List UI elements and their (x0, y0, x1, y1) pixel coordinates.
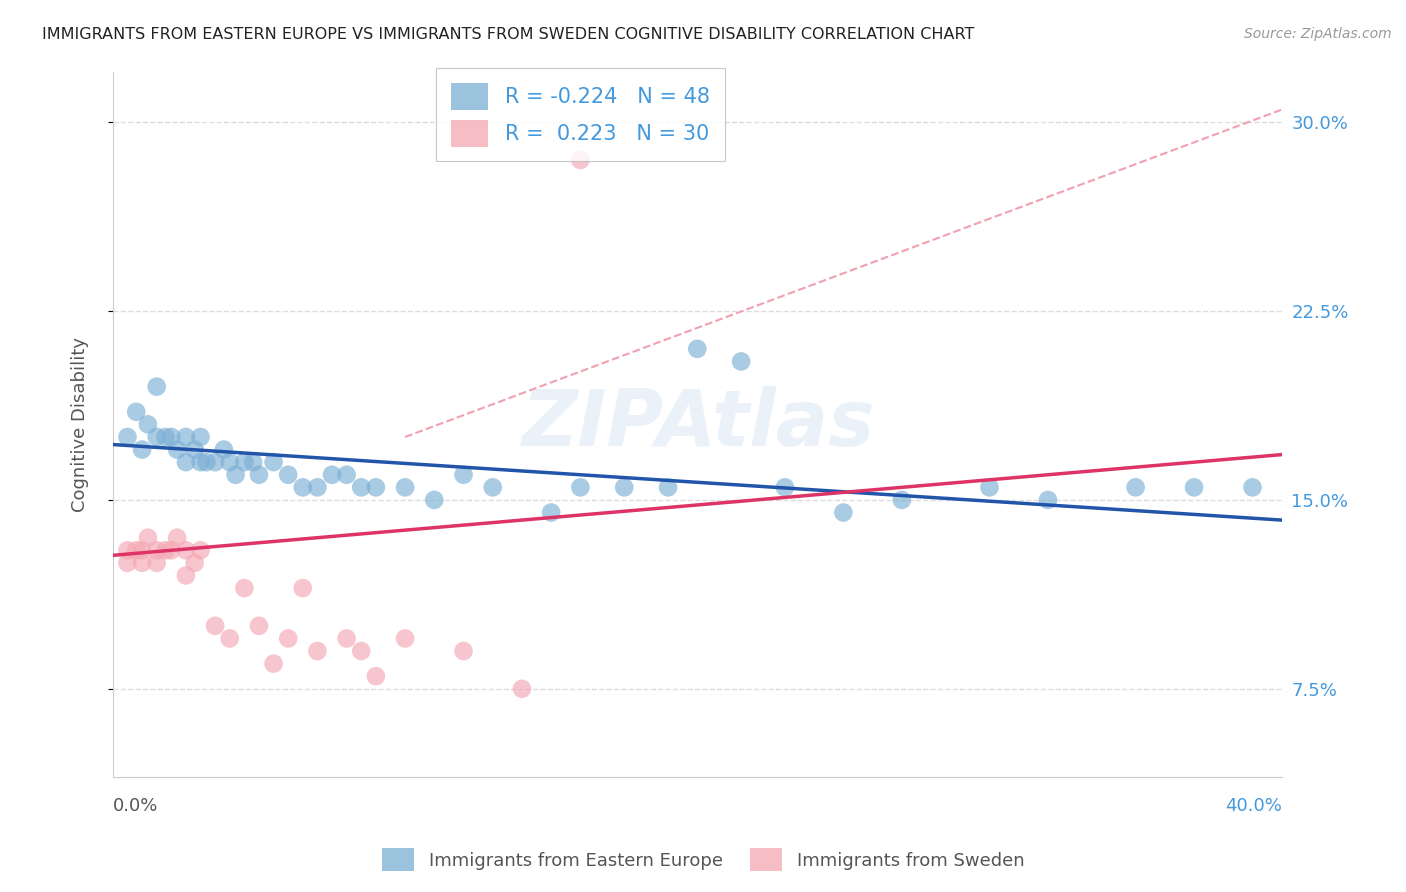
Point (117, 430, 139, 444)
Point (657, 480, 679, 494)
Point (136, 531, 159, 545)
Point (155, 430, 177, 444)
Point (166, 531, 188, 545)
Point (212, 442, 235, 457)
Point (136, 417, 159, 432)
Point (145, 543, 167, 558)
Point (1036, 492, 1059, 507)
Point (233, 455, 256, 469)
Point (204, 455, 226, 469)
Point (394, 632, 416, 646)
Point (307, 480, 329, 494)
Point (218, 632, 240, 646)
Point (1182, 480, 1205, 494)
Point (336, 632, 359, 646)
Point (1125, 480, 1147, 494)
Legend: Immigrants from Eastern Europe, Immigrants from Sweden: Immigrants from Eastern Europe, Immigran… (374, 841, 1032, 879)
Point (321, 467, 343, 482)
Point (247, 467, 270, 482)
Point (569, 153, 592, 167)
Point (832, 506, 855, 520)
Point (117, 556, 139, 570)
Point (730, 354, 752, 368)
Point (183, 556, 205, 570)
Point (145, 556, 167, 570)
Point (190, 430, 212, 444)
Point (242, 455, 264, 469)
Point (453, 467, 475, 482)
Point (131, 556, 153, 570)
Point (277, 632, 299, 646)
Point (394, 480, 416, 494)
Point (453, 644, 475, 658)
Text: IMMIGRANTS FROM EASTERN EUROPE VS IMMIGRANTS FROM SWEDEN COGNITIVE DISABILITY CO: IMMIGRANTS FROM EASTERN EUROPE VS IMMIGR… (42, 27, 974, 42)
Point (233, 581, 256, 595)
Point (174, 430, 197, 444)
Point (247, 619, 270, 633)
Point (117, 543, 139, 558)
Point (190, 455, 212, 469)
Point (195, 455, 218, 469)
Point (160, 430, 183, 444)
Point (174, 455, 197, 469)
Point (131, 442, 153, 457)
Point (307, 644, 329, 658)
Point (350, 480, 373, 494)
Point (155, 543, 177, 558)
Y-axis label: Cognitive Disability: Cognitive Disability (72, 337, 89, 512)
Point (686, 342, 709, 356)
Point (166, 442, 188, 457)
Point (364, 480, 387, 494)
Point (174, 568, 197, 582)
Point (1241, 480, 1264, 494)
Point (125, 405, 148, 419)
Point (131, 543, 153, 558)
Point (291, 581, 314, 595)
Point (145, 379, 167, 393)
Point (890, 492, 912, 507)
Point (183, 442, 205, 457)
Point (350, 644, 373, 658)
Point (336, 467, 359, 482)
Point (364, 669, 387, 683)
Text: ZIPAtlas: ZIPAtlas (520, 386, 875, 462)
Point (225, 467, 247, 482)
Point (190, 543, 212, 558)
Point (979, 480, 1001, 494)
Point (773, 480, 796, 494)
Legend: R = -0.224   N = 48, R =  0.223   N = 30: R = -0.224 N = 48, R = 0.223 N = 30 (436, 68, 724, 161)
Point (569, 480, 592, 494)
Point (263, 657, 285, 671)
Point (291, 480, 314, 494)
Text: Source: ZipAtlas.com: Source: ZipAtlas.com (1244, 27, 1392, 41)
Point (263, 455, 285, 469)
Point (174, 543, 197, 558)
Point (510, 681, 533, 696)
Text: 40.0%: 40.0% (1225, 797, 1282, 815)
Point (204, 619, 226, 633)
Point (125, 543, 148, 558)
Point (160, 543, 183, 558)
Text: 0.0%: 0.0% (112, 797, 159, 815)
Point (613, 480, 636, 494)
Point (540, 506, 562, 520)
Point (277, 467, 299, 482)
Point (423, 492, 446, 507)
Point (481, 480, 503, 494)
Point (218, 455, 240, 469)
Point (145, 430, 167, 444)
